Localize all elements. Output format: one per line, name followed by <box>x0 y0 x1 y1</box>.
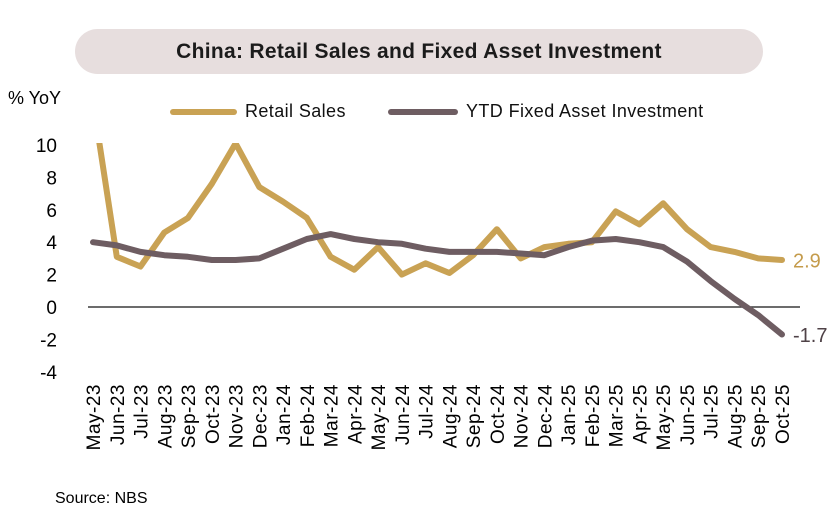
y-axis-tick-label: 10 <box>36 136 57 157</box>
x-axis-tick-label: Jan-24 <box>274 384 295 445</box>
x-axis-tick-label: Sep-23 <box>179 384 200 448</box>
x-axis-tick-label: Nov-23 <box>227 384 248 448</box>
x-axis-tick-label: Dec-24 <box>535 384 556 448</box>
x-axis-tick-label: Oct-24 <box>488 384 509 444</box>
y-axis-tick-label: 8 <box>46 168 57 189</box>
x-axis-tick-label: May-25 <box>654 384 675 450</box>
x-axis-tick-label: Apr-24 <box>345 384 366 444</box>
legend-item-retail-sales: Retail Sales <box>170 101 346 122</box>
x-axis-tick-label: Oct-23 <box>203 384 224 444</box>
x-axis-tick-label: Jan-25 <box>559 384 580 445</box>
x-axis-tick-label: Nov-24 <box>512 384 533 448</box>
x-axis-tick-label: Jul-24 <box>417 384 438 439</box>
x-axis-tick-label: Mar-25 <box>607 384 628 447</box>
x-axis-tick-label: Feb-25 <box>583 384 604 447</box>
legend-item-fai: YTD Fixed Asset Investment <box>388 101 703 122</box>
x-axis-tick-label: Jun-25 <box>678 384 699 445</box>
y-axis-tick-label: 2 <box>46 266 57 287</box>
retail-sales-line <box>96 143 785 278</box>
x-axis-tick-label: Sep-25 <box>749 384 770 448</box>
x-axis-tick-label: Jul-23 <box>132 384 153 439</box>
x-axis-tick-label: Aug-25 <box>725 384 746 448</box>
y-axis-tick-label: -2 <box>40 330 57 351</box>
retail-sales-legend-swatch <box>170 108 237 115</box>
x-axis-tick-label: Sep-24 <box>464 384 485 448</box>
retail-sales-legend-label: Retail Sales <box>245 101 346 121</box>
y-axis-tick-label: 4 <box>46 233 57 254</box>
y-axis-tick-label: -4 <box>40 363 57 384</box>
fai-legend-label: YTD Fixed Asset Investment <box>466 101 704 121</box>
fai-line <box>90 231 785 338</box>
x-axis-tick-label: Aug-23 <box>155 384 176 448</box>
source-note: Source: NBS <box>55 490 148 507</box>
x-axis-tick-label: Mar-24 <box>322 384 343 447</box>
x-axis-tick-label: Apr-25 <box>630 384 651 444</box>
x-axis-tick-label: Jul-25 <box>702 384 723 439</box>
fai-legend-swatch <box>388 108 458 115</box>
title-pill: China: Retail Sales and Fixed Asset Inve… <box>75 29 763 74</box>
x-axis-tick-label: Feb-24 <box>298 384 319 447</box>
x-axis-tick-label: Oct-25 <box>773 384 794 444</box>
y-axis-tick-label: 6 <box>46 201 57 222</box>
x-axis-tick-label: Jun-23 <box>108 384 129 445</box>
retail-sales-end-value: 2.9 <box>793 251 821 273</box>
x-axis-tick-label: May-24 <box>369 384 390 450</box>
x-axis-tick-label: Jun-24 <box>393 384 414 445</box>
chart-title: China: Retail Sales and Fixed Asset Inve… <box>176 39 662 63</box>
fai-end-value: -1.7 <box>793 325 827 347</box>
x-axis-tick-label: Aug-24 <box>440 384 461 448</box>
y-axis-unit-label: % YoY <box>8 88 62 108</box>
x-axis-tick-label: Dec-23 <box>250 384 271 448</box>
x-axis-tick-label: May-23 <box>84 384 105 450</box>
y-axis-tick-label: 0 <box>46 298 57 319</box>
